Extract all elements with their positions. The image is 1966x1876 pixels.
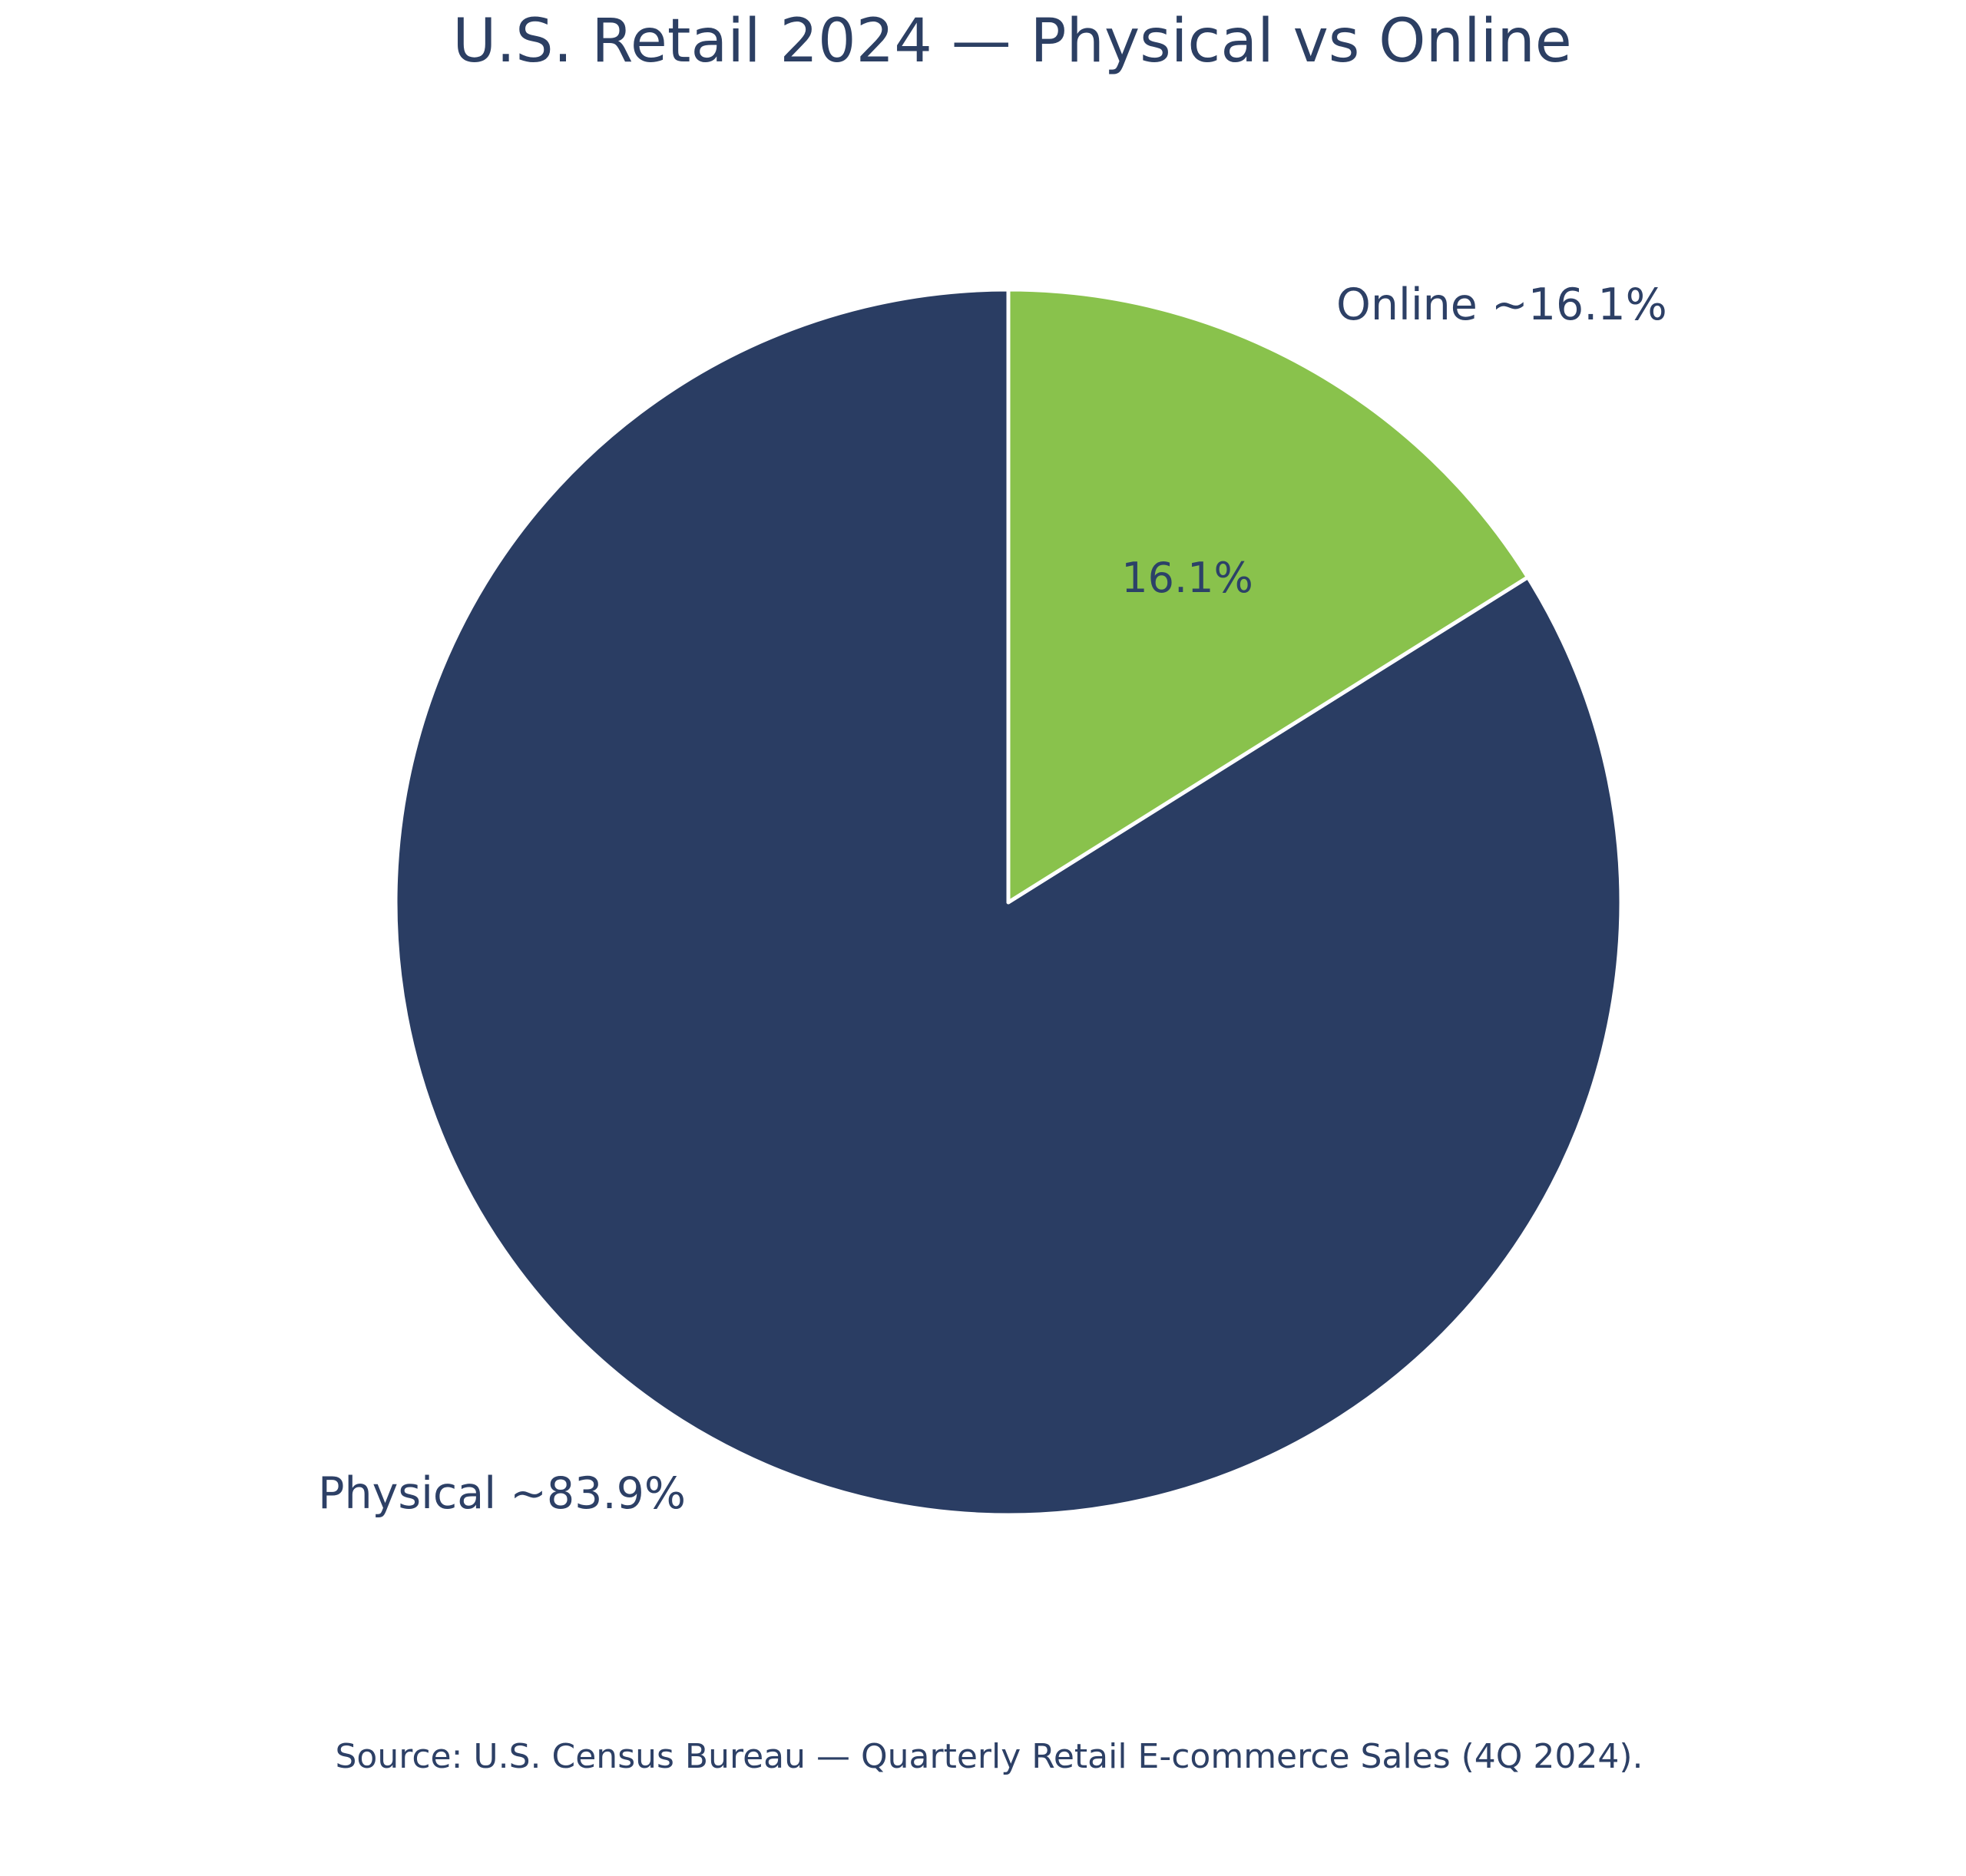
chart-title: U.S. Retail 2024 — Physical vs Online bbox=[452, 7, 1572, 76]
label-physical-slice: Physical ~83.9% bbox=[318, 1468, 686, 1519]
pie-slice-physical bbox=[393, 287, 1623, 1517]
label-online-percentage: 16.1% bbox=[1121, 554, 1253, 602]
pie-slice-online bbox=[1006, 287, 1530, 905]
source-note: Source: U.S. Census Bureau — Quarterly R… bbox=[335, 1737, 1643, 1776]
label-online-slice: Online ~16.1% bbox=[1336, 280, 1667, 330]
